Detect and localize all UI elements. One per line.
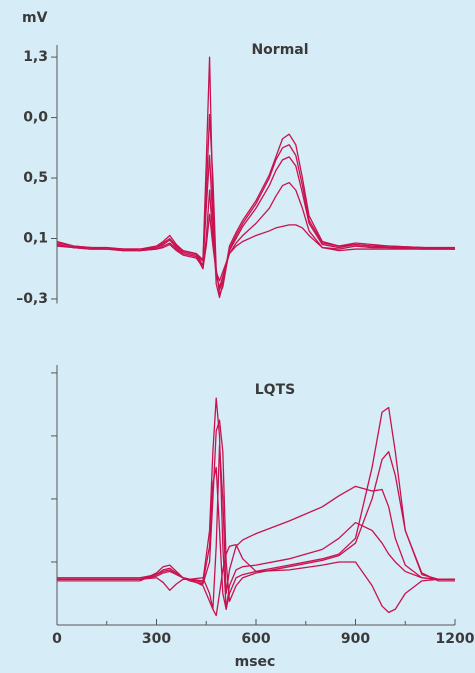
x-tick-label: 900 [341,631,370,647]
ecg-trace [56,56,456,299]
x-tick-label: 300 [142,631,171,647]
ecg-trace [57,444,455,610]
ecg-trace [56,213,455,282]
ecg-trace [57,419,455,603]
x-axis-label: msec [235,654,276,670]
y-tick-label: 0,0 [23,110,48,126]
panel-title: Normal [251,42,308,58]
y-tick-label: 0,5 [23,170,48,186]
x-tick-label: 1200 [436,631,475,647]
ecg-trace [57,543,455,617]
y-tick-label: 1,3 [23,49,48,65]
x-tick-label: 0 [52,631,62,647]
y-tick-label: 0,1 [23,230,48,246]
ecg-trace [57,466,455,610]
y-axis-label: mV [22,10,48,26]
ecg-trace [56,154,456,291]
x-tick-label: 600 [241,631,270,647]
panel-title: LQTS [255,382,295,398]
y-tick-label: –0,3 [16,291,48,307]
